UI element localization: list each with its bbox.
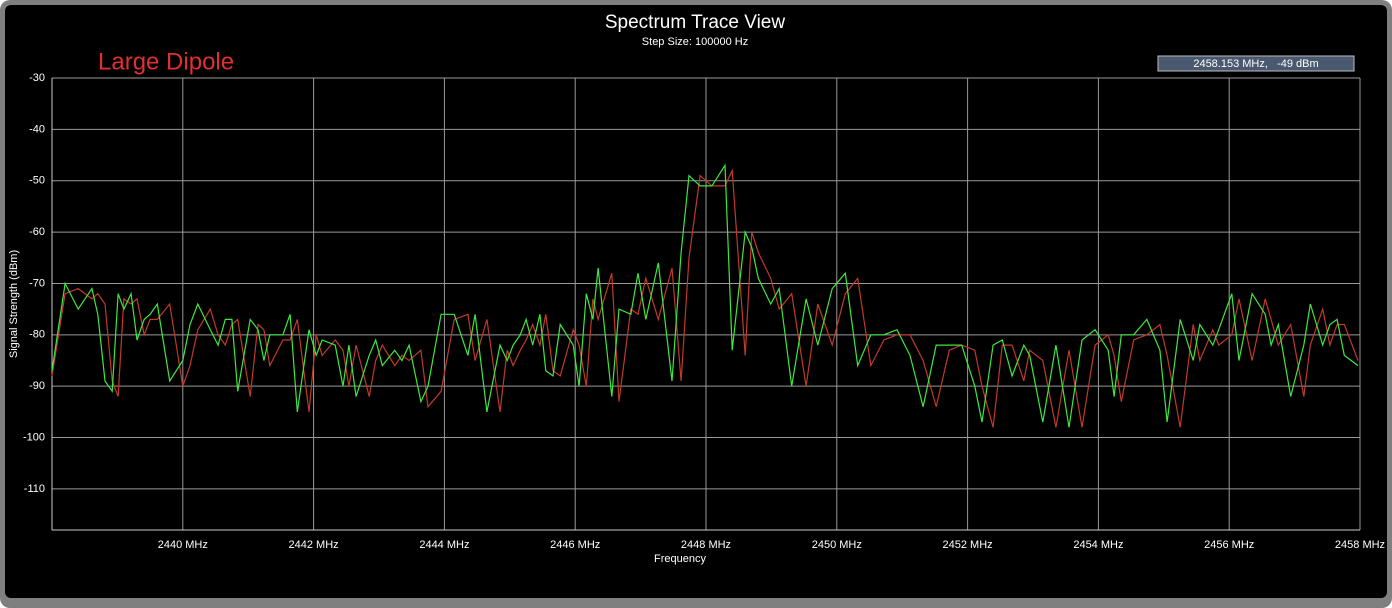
trace-line bbox=[51, 168, 1359, 428]
x-tick-label: 2458 MHz bbox=[1335, 539, 1385, 551]
x-tick-label: 2448 MHz bbox=[681, 539, 731, 551]
trace-line bbox=[51, 163, 1359, 428]
x-tick-label: 2456 MHz bbox=[1204, 539, 1254, 551]
chart-subtitle: Step Size: 100000 Hz bbox=[642, 36, 748, 48]
y-tick-label: -70 bbox=[29, 277, 45, 289]
x-tick-label: 2440 MHz bbox=[158, 539, 208, 551]
y-tick-label: -90 bbox=[29, 380, 45, 392]
x-tick-label: 2446 MHz bbox=[550, 539, 600, 551]
x-tick-label: 2442 MHz bbox=[289, 539, 339, 551]
x-tick-label: 2454 MHz bbox=[1073, 539, 1123, 551]
y-tick-label: -40 bbox=[29, 123, 45, 135]
readout-box bbox=[1157, 55, 1355, 72]
y-tick-label: -80 bbox=[29, 329, 45, 341]
y-tick-label: -110 bbox=[24, 483, 45, 495]
chart-title: Spectrum Trace View bbox=[605, 12, 786, 33]
x-tick-label: 2444 MHz bbox=[419, 539, 469, 551]
x-axis-label: Frequency bbox=[654, 553, 706, 565]
annotation: Large Dipole bbox=[98, 48, 234, 75]
y-tick-label: -60 bbox=[29, 226, 45, 238]
x-tick-label: 2450 MHz bbox=[812, 539, 862, 551]
y-tick-label: -30 bbox=[29, 72, 45, 84]
y-tick-label: -100 bbox=[23, 431, 45, 443]
x-tick-label: 2452 MHz bbox=[943, 539, 993, 551]
y-tick-label: -50 bbox=[29, 175, 45, 187]
chart-background bbox=[5, 5, 1387, 598]
readout: 2458.153 MHz, -49 dBm bbox=[1193, 58, 1318, 70]
y-axis-label: Signal Strength (dBm) bbox=[8, 250, 20, 358]
